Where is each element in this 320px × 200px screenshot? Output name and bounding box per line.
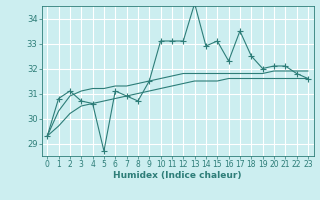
X-axis label: Humidex (Indice chaleur): Humidex (Indice chaleur)	[113, 171, 242, 180]
